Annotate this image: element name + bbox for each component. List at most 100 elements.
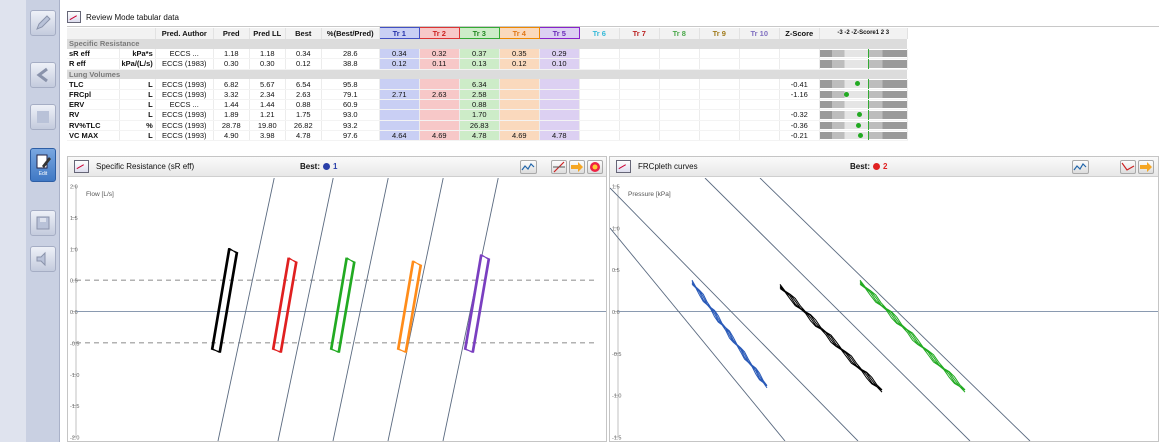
z-score-zero-line (868, 110, 870, 119)
pleth-line (759, 178, 1031, 441)
pred-cell: 3.32 (213, 89, 250, 101)
best-cell: 6.54 (285, 79, 322, 90)
chart-window-icon[interactable] (616, 160, 631, 173)
column-header[interactable]: Pred. Author (155, 27, 214, 39)
line-tool-icon[interactable] (551, 160, 567, 174)
arrow-tool-icon[interactable] (569, 160, 585, 174)
best-value: 2 (883, 162, 888, 171)
best-cell: 0.34 (285, 48, 322, 60)
table-row[interactable]: R eff kPa/(L/s) ECCS (1983) 0.30 0.30 0.12 38.… (67, 58, 908, 70)
pred-ll-cell: 3.98 (249, 130, 286, 141)
trial-cell: 0.11 (419, 58, 460, 70)
trial-cell (619, 48, 660, 60)
sound-icon[interactable] (30, 246, 56, 272)
y-tick-label: -1.0 (70, 373, 79, 379)
frcpleth-chart[interactable]: 1.5 1.0 0.5 0.0 -0.5 -1.0 -1.5 Pressure [kPa] (610, 178, 1158, 441)
trial-cell: 0.13 (459, 58, 500, 70)
zoom-icon[interactable] (520, 160, 537, 174)
section-header-row: Lung Volumes (67, 69, 908, 80)
y-tick-label: -1.5 (612, 436, 621, 442)
column-header[interactable]: Pred (213, 27, 250, 39)
column-header[interactable]: Tr 1 (378, 27, 420, 39)
column-header[interactable]: Tr 5 (538, 27, 580, 39)
loop-series-2 (271, 257, 298, 353)
trial-cell (699, 79, 740, 90)
column-header[interactable]: Pred LL (249, 27, 286, 39)
trial-cell (619, 109, 660, 121)
z-score-cell: -0.32 (779, 109, 820, 121)
pred-author-cell: ECCS (1993) (155, 79, 214, 90)
y-tick-label: 0.0 (612, 310, 620, 316)
chart-window-icon[interactable] (67, 11, 81, 23)
z-score-bar (819, 130, 908, 141)
column-header[interactable]: Tr 9 (699, 27, 740, 39)
trial-cell (499, 89, 540, 101)
best-color-dot (323, 163, 331, 170)
back-arrow-icon[interactable] (30, 62, 56, 88)
z-score-scale (819, 49, 907, 58)
column-header[interactable]: Tr 2 (418, 27, 460, 39)
trial-cell (379, 99, 420, 111)
table-row[interactable]: sR eff kPa*s ECCS ... 1.18 1.18 0.34 28.6 0.34 0… (67, 48, 908, 60)
trial-cell (739, 79, 780, 90)
column-header[interactable]: Tr 8 (659, 27, 700, 39)
trial-cell (379, 109, 420, 121)
pred-cell: 1.18 (213, 48, 250, 60)
sr-eff-chart[interactable]: 2.0 1.5 1.0 0.5 0.0 -0.5 -1.0 -1.5 -2.0 Flow [L/s… (68, 178, 606, 441)
resistance-line (387, 178, 444, 441)
parameter-unit: kPa*s (119, 48, 156, 60)
table-row[interactable]: TLC L ECCS (1993) 6.82 5.67 6.54 95.8 6.34 -0.41 (67, 79, 908, 90)
trial-cell: 4.64 (379, 130, 420, 141)
table-row[interactable]: ERV L ECCS ... 1.44 1.44 0.88 60.9 0.88 (67, 99, 908, 111)
trial-cell: 0.12 (379, 58, 420, 70)
pencil-icon[interactable] (30, 10, 56, 36)
table-row[interactable]: RV L ECCS (1993) 1.89 1.21 1.75 93.0 1.70 -0.32 (67, 109, 908, 121)
frcpleth-panel: FRCpleth curves Best: 2 1.5 1.0 0.5 0.0 -0.5… (609, 156, 1159, 442)
parameter-unit: L (119, 89, 156, 101)
column-header[interactable]: Z-Score (779, 27, 820, 39)
column-header[interactable]: %(Best/Pred) (321, 27, 380, 39)
table-header-row: Pred. Author Pred Pred LL Best %(Best/Pred) T… (67, 27, 908, 39)
table-row[interactable]: RV%TLC% ECCS (1993) 28.78 19.80 26.82 93.2 26.… (67, 120, 908, 131)
edit-button[interactable]: Edit (30, 148, 56, 182)
zoom-icon[interactable] (1072, 160, 1089, 174)
trial-cell (579, 58, 620, 70)
y-tick-label: -1.5 (70, 404, 79, 410)
table-row[interactable]: FRCpl L ECCS (1993) 3.32 2.34 2.63 79.1 2.71 2.6… (67, 89, 908, 101)
arrow-tool-icon[interactable] (1138, 160, 1154, 174)
pred-ll-cell: 2.34 (249, 89, 286, 101)
trial-cell (739, 130, 780, 141)
column-header[interactable]: Tr 6 (579, 27, 620, 39)
z-score-marker (855, 81, 861, 87)
trial-cell: 1.70 (459, 109, 500, 121)
color-tool-icon[interactable] (587, 160, 603, 174)
column-header[interactable]: Tr 10 (739, 27, 780, 39)
trial-cell (419, 109, 460, 121)
trial-cell (659, 99, 700, 111)
trial-cell (699, 48, 740, 60)
curve-tool-icon[interactable] (1120, 160, 1136, 174)
pred-author-cell: ECCS (1993) (155, 120, 214, 131)
pred-ll-cell: 5.67 (249, 79, 286, 90)
panel-title: FRCpleth curves (638, 162, 698, 171)
blank-tool-icon[interactable] (30, 104, 56, 130)
table-row[interactable]: VC MAX L ECCS (1993) 4.90 3.98 4.78 97.6 4.64 4.… (67, 130, 908, 141)
z-score-cell: -1.16 (779, 89, 820, 101)
trial-cell (379, 79, 420, 90)
column-header[interactable]: Tr 3 (458, 27, 500, 39)
column-header[interactable]: Tr 7 (619, 27, 660, 39)
trial-cell: 0.12 (499, 58, 540, 70)
loop-series-4 (396, 260, 423, 353)
best-indicator: Best: 2 (850, 162, 887, 171)
trial-cell (659, 130, 700, 141)
pred-cell: 28.78 (213, 120, 250, 131)
column-header[interactable]: Tr 4 (498, 27, 540, 39)
loop-series-1 (210, 247, 239, 353)
save-icon[interactable] (30, 210, 56, 236)
chart-window-icon[interactable] (74, 160, 89, 173)
column-header[interactable]: -3 -2 -Z-Score1 2 3 (819, 27, 908, 39)
best-cell: 0.88 (285, 99, 322, 111)
results-table: Pred. Author Pred Pred LL Best %(Best/Pred) T… (67, 27, 908, 141)
header-blank (67, 27, 156, 39)
column-header[interactable]: Best (285, 27, 322, 39)
